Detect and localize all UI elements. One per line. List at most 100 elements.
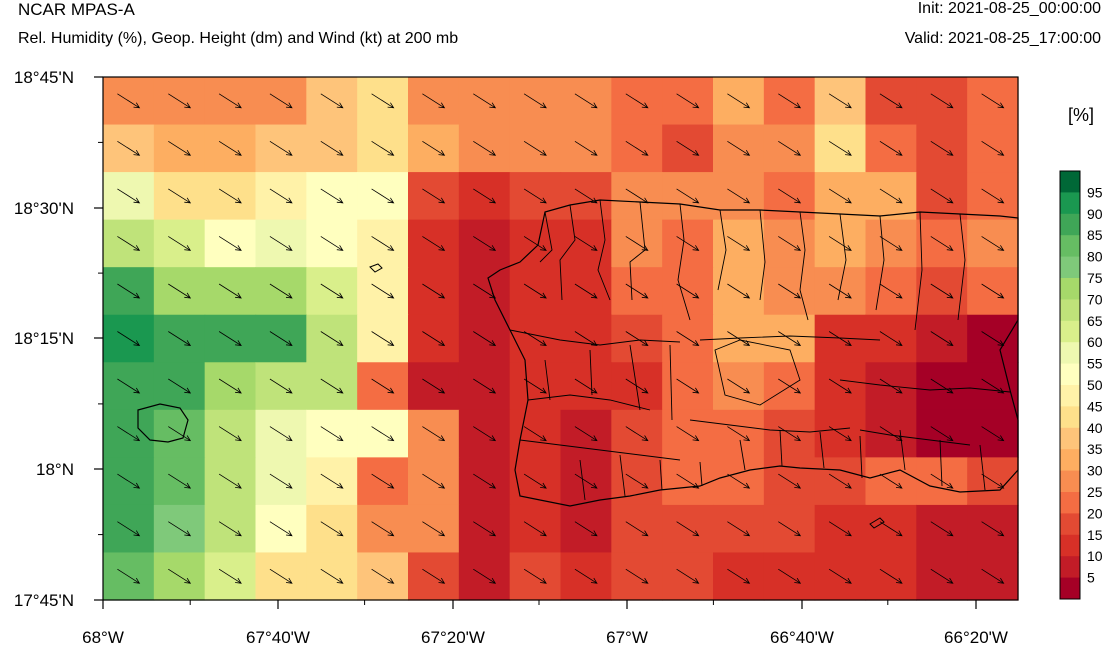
colorbar-swatch bbox=[1060, 278, 1080, 300]
wind-arrow bbox=[879, 378, 903, 394]
colorbar-swatch bbox=[1060, 577, 1080, 600]
wind-arrow bbox=[879, 188, 903, 204]
field-subtitle: Rel. Humidity (%), Geop. Height (dm) and… bbox=[18, 30, 459, 47]
wind-arrow bbox=[930, 378, 954, 394]
wind-arrow bbox=[168, 331, 192, 346]
municipality-boundary bbox=[659, 459, 663, 491]
colorbar-label: 55 bbox=[1087, 356, 1103, 372]
wind-arrow bbox=[778, 93, 802, 109]
wind-arrow bbox=[473, 473, 497, 489]
wind-arrow bbox=[879, 236, 903, 251]
wind-arrow bbox=[523, 140, 547, 156]
wind-arrow bbox=[371, 426, 395, 442]
wind-arrow bbox=[269, 473, 293, 489]
wind-arrow bbox=[879, 568, 903, 584]
wind-arrow bbox=[676, 473, 700, 489]
wind-arrow bbox=[422, 473, 446, 489]
colorbar-label: 70 bbox=[1087, 291, 1103, 307]
wind-arrow bbox=[473, 426, 497, 442]
municipality-boundary bbox=[957, 213, 966, 321]
wind-arrow bbox=[320, 378, 344, 394]
x-tick-label: 67°W bbox=[606, 628, 648, 647]
wind-arrow bbox=[473, 188, 497, 204]
wind-arrow bbox=[320, 521, 344, 537]
wind-arrow bbox=[320, 188, 344, 204]
municipality-boundary bbox=[689, 419, 851, 433]
wind-arrow bbox=[727, 473, 751, 489]
wind-arrow bbox=[168, 93, 192, 109]
colorbar: 5 10 15 20 25 30 35 40 45 50 55 60 65 70 75 80 85 90 95 bbox=[1059, 170, 1103, 600]
wind-arrow bbox=[727, 283, 751, 299]
wind-arrow bbox=[371, 473, 395, 489]
wind-arrow bbox=[625, 283, 649, 299]
wind-arrow bbox=[676, 568, 700, 584]
colorbar-swatch bbox=[1060, 556, 1080, 578]
wind-arrow bbox=[676, 283, 700, 299]
wind-arrow bbox=[778, 473, 802, 489]
wind-arrow bbox=[117, 378, 141, 394]
wind-arrow bbox=[574, 426, 598, 442]
wind-arrow bbox=[879, 331, 903, 346]
wind-arrow bbox=[117, 568, 141, 584]
municipality-boundary bbox=[539, 211, 553, 263]
wind-arrow bbox=[371, 378, 395, 394]
municipality-boundary bbox=[859, 429, 971, 446]
y-tick-label: 17°45'N bbox=[14, 591, 74, 610]
wind-arrow bbox=[422, 521, 446, 537]
wind-arrow bbox=[168, 236, 192, 251]
colorbar-label: 45 bbox=[1087, 398, 1103, 414]
wind-arrow bbox=[422, 568, 446, 584]
wind-arrow bbox=[676, 236, 700, 251]
wind-arrow bbox=[879, 93, 903, 109]
municipality-boundary bbox=[579, 459, 586, 501]
wind-arrow bbox=[574, 236, 598, 251]
wind-arrow bbox=[727, 331, 751, 346]
wind-arrow bbox=[625, 331, 649, 346]
wind-arrow bbox=[625, 236, 649, 251]
wind-arrow bbox=[473, 140, 497, 156]
colorbar-label: 10 bbox=[1087, 548, 1103, 564]
wind-arrow bbox=[320, 283, 344, 299]
wind-arrow bbox=[168, 283, 192, 299]
wind-arrow bbox=[371, 521, 395, 537]
wind-arrow bbox=[676, 521, 700, 537]
wind-arrow bbox=[168, 473, 192, 489]
municipality-boundary bbox=[629, 344, 641, 411]
wind-arrow bbox=[523, 568, 547, 584]
model-title: NCAR MPAS-A bbox=[18, 0, 135, 19]
wind-arrow bbox=[778, 188, 802, 204]
wind-arrow bbox=[625, 188, 649, 204]
wind-arrow bbox=[625, 140, 649, 156]
wind-arrow bbox=[676, 378, 700, 394]
wind-arrow bbox=[320, 426, 344, 442]
colorbar-label: 65 bbox=[1087, 313, 1103, 329]
wind-arrow bbox=[218, 521, 242, 537]
x-tick-label: 68°W bbox=[82, 628, 124, 647]
desecheo-island-outline bbox=[369, 263, 383, 273]
wind-arrow bbox=[981, 236, 1005, 251]
colorbar-swatch bbox=[1060, 449, 1080, 471]
colorbar-label: 85 bbox=[1087, 227, 1103, 243]
municipality-boundary bbox=[799, 211, 809, 321]
wind-arrow bbox=[117, 521, 141, 537]
wind-arrow bbox=[727, 140, 751, 156]
colorbar-label: 75 bbox=[1087, 270, 1103, 286]
wind-arrow bbox=[828, 283, 852, 299]
colorbar-swatch bbox=[1060, 406, 1080, 429]
wind-arrow bbox=[727, 378, 751, 394]
wind-arrow bbox=[269, 188, 293, 204]
wind-arrow bbox=[981, 426, 1005, 442]
wind-arrow bbox=[218, 568, 242, 584]
colorbar-label: 35 bbox=[1087, 441, 1103, 457]
colorbar-swatch bbox=[1060, 492, 1080, 514]
municipality-boundary bbox=[597, 199, 611, 301]
wind-arrow bbox=[676, 426, 700, 442]
wind-arrow bbox=[676, 188, 700, 204]
municipality-boundary bbox=[669, 344, 673, 421]
wind-arrow bbox=[574, 93, 598, 109]
municipality-boundary bbox=[859, 435, 863, 479]
wind-arrow bbox=[422, 283, 446, 299]
wind-arrow bbox=[625, 378, 649, 394]
municipality-boundary bbox=[759, 209, 766, 301]
